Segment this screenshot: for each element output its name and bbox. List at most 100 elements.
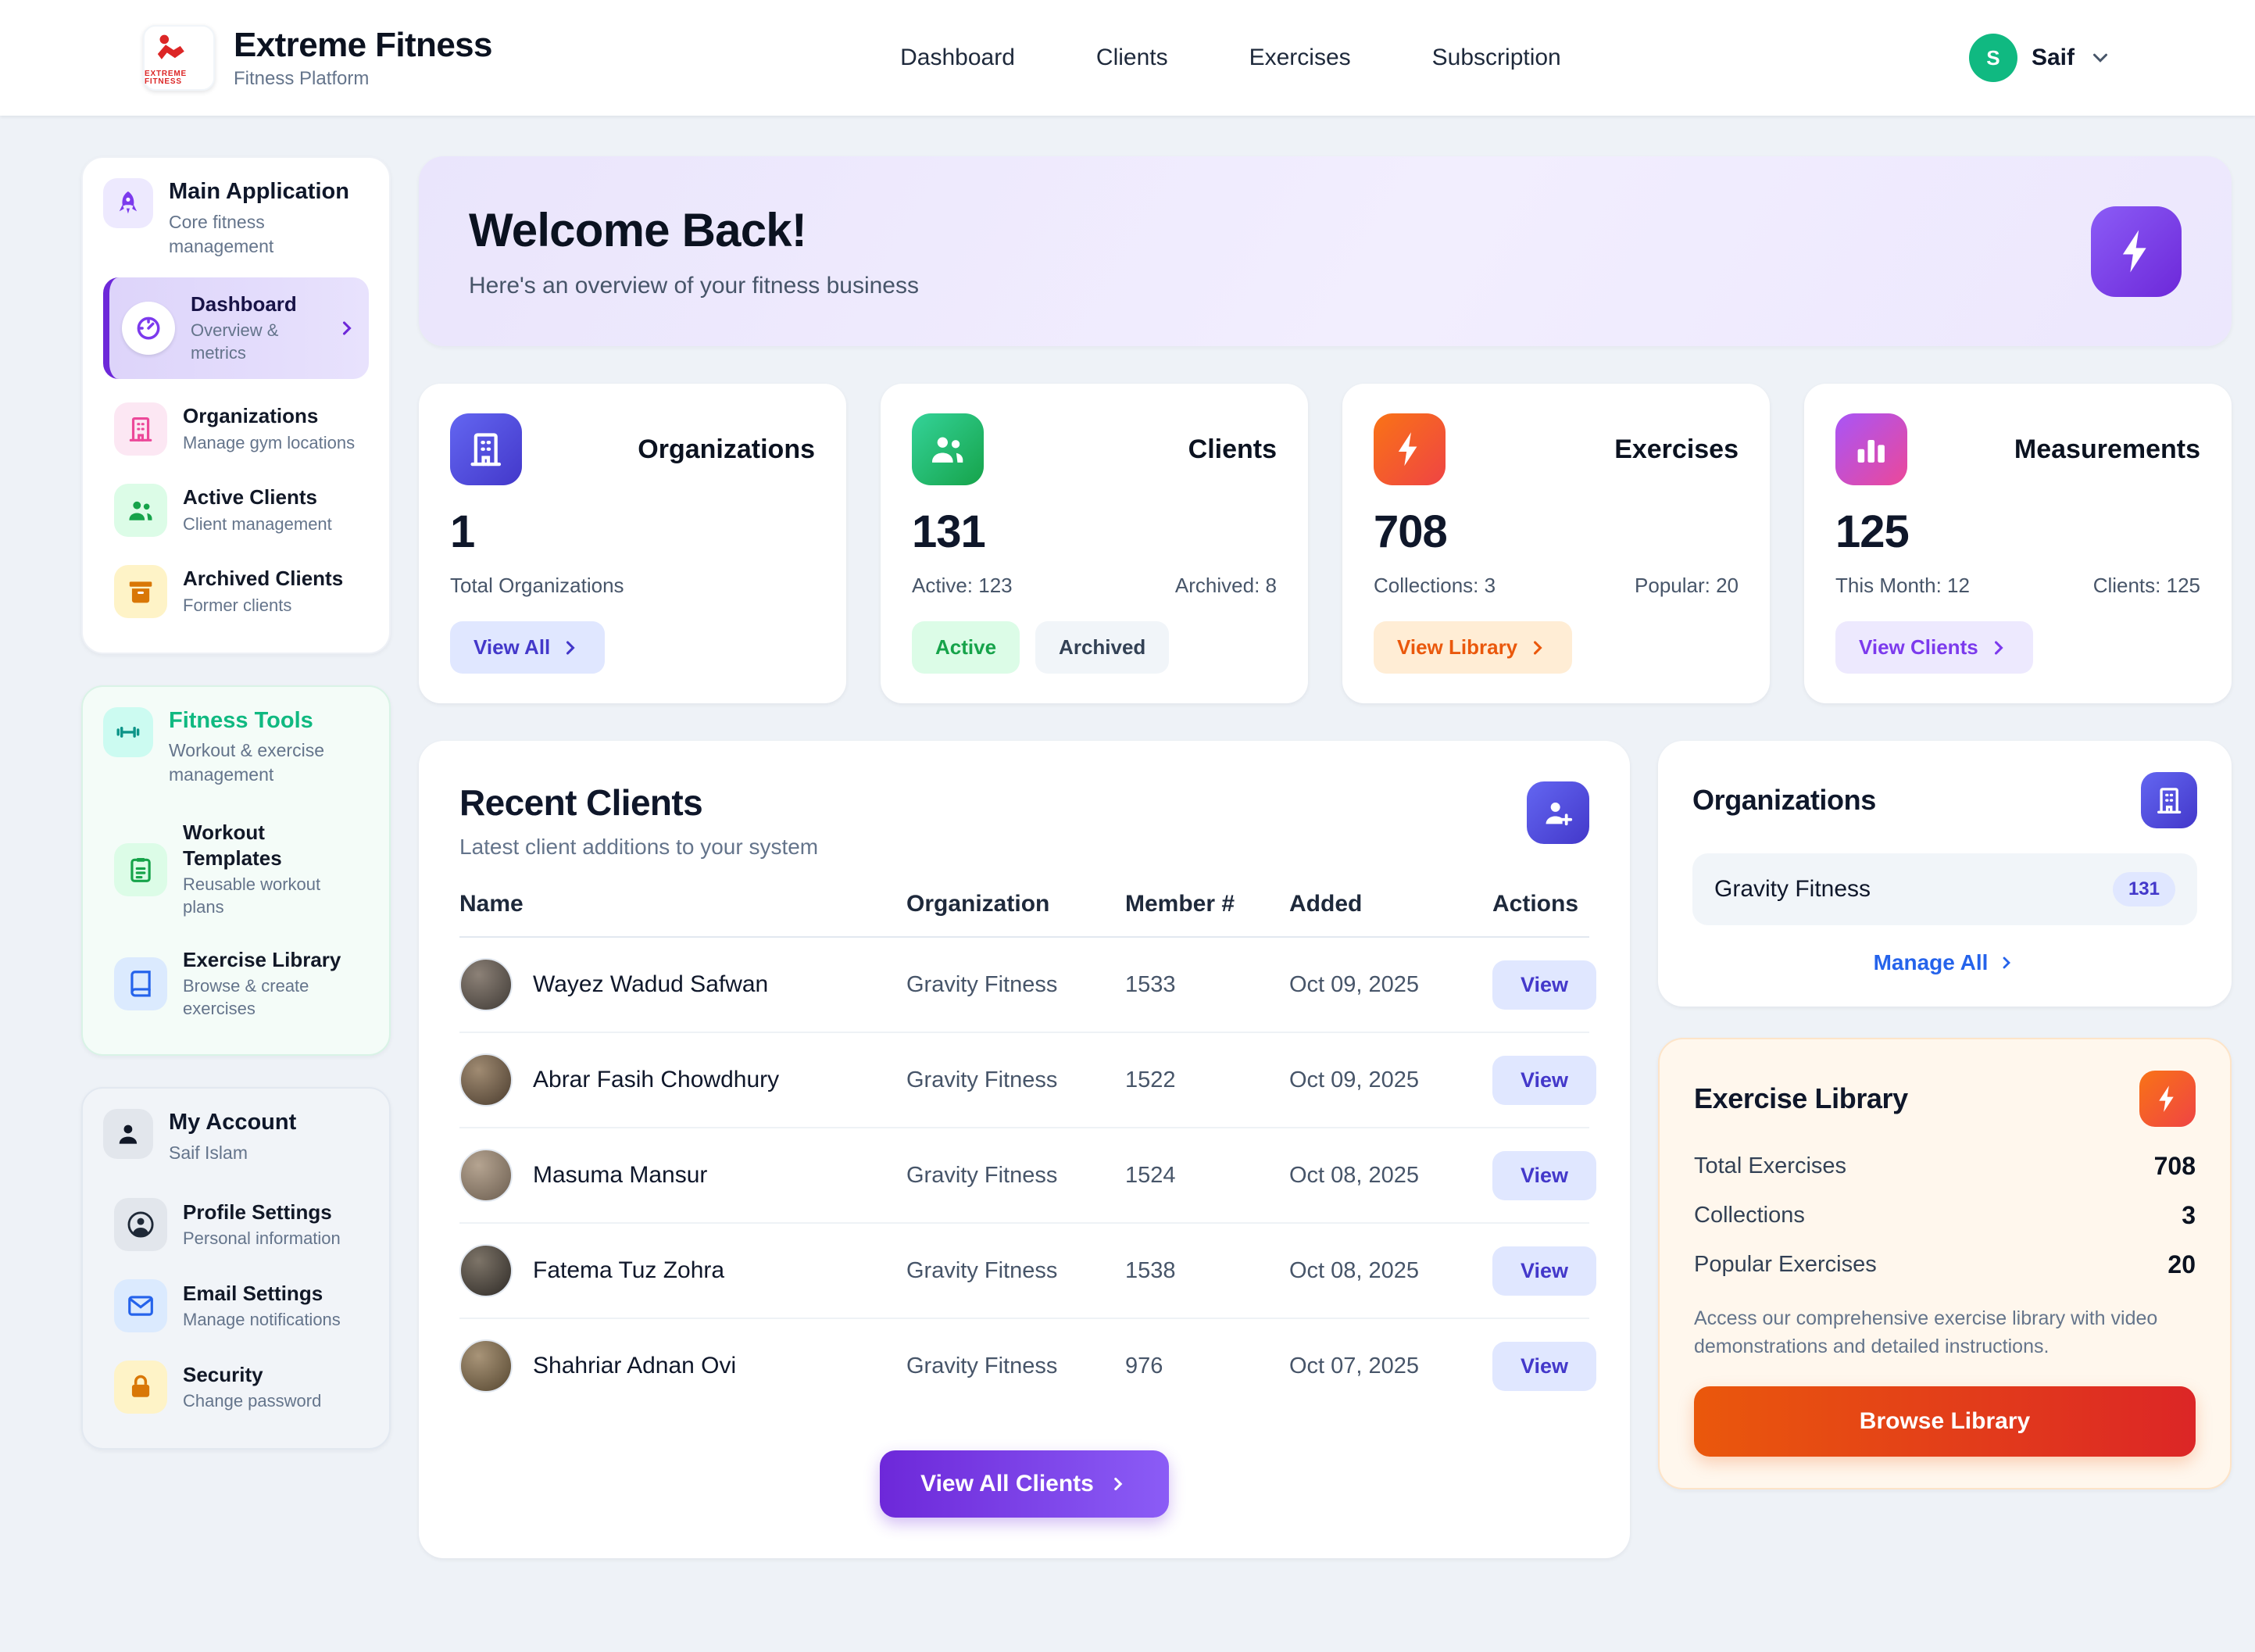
stat-value: 20 xyxy=(2167,1250,2196,1278)
stat-value: 131 xyxy=(912,506,986,557)
stat-card-measurements: Measurements 125 This Month: 12 Clients:… xyxy=(1804,384,2232,703)
stats-row: Organizations 1 Total Organizations View… xyxy=(419,384,2232,703)
building-icon-button[interactable] xyxy=(2141,772,2197,828)
sidebar-item-email-settings[interactable]: Email Settings Manage notifications xyxy=(103,1265,369,1346)
chevron-right-icon xyxy=(1988,637,2010,659)
organizations-panel-title: Organizations xyxy=(1692,784,1876,816)
building-icon xyxy=(114,402,167,456)
archive-box-icon xyxy=(114,564,167,618)
client-organization: Gravity Fitness xyxy=(906,971,1058,997)
view-client-button[interactable]: View xyxy=(1492,1246,1597,1296)
stat-value: 125 xyxy=(1835,506,1910,557)
view-library-button[interactable]: View Library xyxy=(1374,621,1573,674)
add-client-icon-button[interactable] xyxy=(1527,781,1589,844)
view-clients-button[interactable]: View Clients xyxy=(1835,621,2033,674)
table-row: Wayez Wadud Safwan Gravity Fitness 1533 … xyxy=(459,938,1597,1033)
chevron-right-icon xyxy=(1108,1474,1128,1494)
chevron-right-icon xyxy=(336,317,358,339)
table-row: Abrar Fasih Chowdhury Gravity Fitness 15… xyxy=(459,1033,1597,1128)
client-name: Abrar Fasih Chowdhury xyxy=(533,1067,780,1092)
recent-clients-subtitle: Latest client additions to your system xyxy=(459,835,819,859)
active-clients-button[interactable]: Active xyxy=(912,621,1020,674)
sidebar-section-main-application: Main Application Core fitness management… xyxy=(81,156,391,654)
client-avatar xyxy=(459,1053,513,1107)
exercise-library-title: Exercise Library xyxy=(1694,1082,1908,1114)
sidebar-item-active-clients[interactable]: Active Clients Client management xyxy=(103,470,369,551)
sidebar-item-security[interactable]: Security Change password xyxy=(103,1346,369,1428)
dashboard-gauge-icon xyxy=(122,301,175,355)
table-row: Fatema Tuz Zohra Gravity Fitness 1538 Oc… xyxy=(459,1224,1597,1319)
sidebar-section-subtitle: Saif Islam xyxy=(169,1142,248,1164)
sidebar-item-exercise-library[interactable]: Exercise Library Browse & create exercis… xyxy=(103,933,369,1035)
sidebar-item-label: Exercise Library xyxy=(183,947,341,971)
view-client-button[interactable]: View xyxy=(1492,1341,1597,1391)
stat-row: Collections 3 xyxy=(1694,1201,2196,1230)
client-member-number: 1524 xyxy=(1125,1162,1176,1188)
sidebar-item-organizations[interactable]: Organizations Manage gym locations xyxy=(103,388,369,470)
sidebar-item-description: Manage gym locations xyxy=(183,432,356,452)
sidebar-item-workout-templates[interactable]: Workout Templates Reusable workout plans xyxy=(103,806,369,932)
sidebar-section-title: Main Application xyxy=(169,179,349,204)
sidebar-section-title: My Account xyxy=(169,1110,297,1135)
stat-title: Measurements xyxy=(2014,434,2200,464)
nav-subscription[interactable]: Subscription xyxy=(1431,45,1561,70)
sidebar-item-label: Security xyxy=(183,1362,263,1386)
envelope-icon xyxy=(114,1279,167,1333)
rocket-icon xyxy=(103,178,153,228)
view-all-clients-button[interactable]: View All Clients xyxy=(880,1450,1169,1518)
sidebar-item-label: Dashboard xyxy=(191,291,297,316)
sidebar-item-label: Profile Settings xyxy=(183,1200,332,1224)
nav-exercises[interactable]: Exercises xyxy=(1249,45,1351,70)
browse-library-button[interactable]: Browse Library xyxy=(1694,1386,2196,1457)
sidebar-item-profile-settings[interactable]: Profile Settings Personal information xyxy=(103,1184,369,1265)
nav-dashboard[interactable]: Dashboard xyxy=(900,45,1015,70)
stat-title: Clients xyxy=(1188,434,1277,464)
nav-clients[interactable]: Clients xyxy=(1095,45,1168,70)
client-name: Masuma Mansur xyxy=(533,1162,708,1188)
stat-title: Exercises xyxy=(1614,434,1739,464)
view-client-button[interactable]: View xyxy=(1492,1055,1597,1105)
welcome-title: Welcome Back! xyxy=(469,204,807,256)
client-organization: Gravity Fitness xyxy=(906,1353,1058,1378)
sidebar-item-description: Personal information xyxy=(183,1228,341,1249)
stat-row: Popular Exercises 20 xyxy=(1694,1250,2196,1279)
organization-row[interactable]: Gravity Fitness 131 xyxy=(1692,853,2197,925)
welcome-subtitle: Here's an overview of your fitness busin… xyxy=(469,273,919,299)
client-avatar xyxy=(459,1339,513,1393)
client-added-date: Oct 07, 2025 xyxy=(1289,1353,1420,1378)
view-client-button[interactable]: View xyxy=(1492,960,1597,1010)
stat-value: 708 xyxy=(1374,506,1448,557)
brand[interactable]: EXTREME FITNESS Extreme Fitness Fitness … xyxy=(143,25,493,91)
sidebar-item-dashboard[interactable]: Dashboard Overview & metrics xyxy=(103,277,369,379)
client-member-number: 1533 xyxy=(1125,971,1176,997)
sidebar-item-label: Email Settings xyxy=(183,1281,323,1305)
top-navbar: EXTREME FITNESS Extreme Fitness Fitness … xyxy=(0,0,2255,116)
building-icon xyxy=(450,413,522,485)
sidebar-item-description: Overview & metrics xyxy=(191,320,279,363)
stat-label: Collections xyxy=(1694,1203,1805,1228)
stat-caption-right: Archived: 8 xyxy=(1174,574,1277,597)
sidebar-item-archived-clients[interactable]: Archived Clients Former clients xyxy=(103,551,369,632)
brand-subtitle: Fitness Platform xyxy=(234,68,370,89)
column-header-added: Added xyxy=(1289,891,1363,917)
stat-card-organizations: Organizations 1 Total Organizations View… xyxy=(419,384,846,703)
stat-title: Organizations xyxy=(638,434,815,464)
welcome-banner: Welcome Back! Here's an overview of your… xyxy=(419,156,2232,346)
brand-name: Extreme Fitness xyxy=(234,26,493,64)
client-avatar xyxy=(459,1149,513,1202)
archived-clients-button[interactable]: Archived xyxy=(1035,621,1170,674)
client-added-date: Oct 09, 2025 xyxy=(1289,1067,1420,1092)
person-icon xyxy=(103,1109,153,1160)
stat-caption-right: Popular: 20 xyxy=(1635,574,1739,597)
view-client-button[interactable]: View xyxy=(1492,1150,1597,1200)
client-member-number: 1522 xyxy=(1125,1067,1176,1092)
client-organization: Gravity Fitness xyxy=(906,1257,1058,1283)
manage-all-link[interactable]: Manage All xyxy=(1874,950,2017,975)
stat-value: 3 xyxy=(2182,1201,2196,1229)
lock-icon xyxy=(114,1361,167,1414)
bar-chart-icon xyxy=(1835,413,1907,485)
sidebar-item-label: Workout Templates xyxy=(183,821,282,870)
view-all-organizations-button[interactable]: View All xyxy=(450,621,606,674)
user-menu[interactable]: S Saif xyxy=(1968,34,2112,82)
client-added-date: Oct 08, 2025 xyxy=(1289,1162,1420,1188)
